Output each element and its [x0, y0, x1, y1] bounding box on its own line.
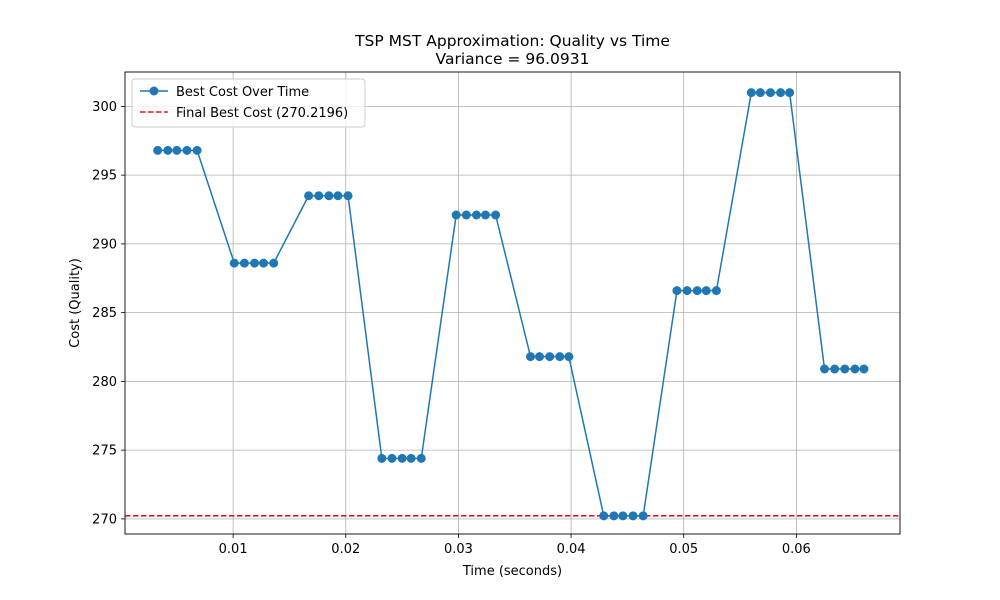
data-point — [545, 352, 555, 362]
data-point — [324, 191, 334, 201]
data-point — [859, 364, 869, 374]
data-point — [491, 210, 501, 220]
data-point — [192, 145, 202, 155]
y-tick-label: 280 — [92, 375, 117, 390]
y-axis-ticks: 270 275 280 285 290 295 300 — [92, 100, 125, 527]
y-tick-label: 285 — [92, 306, 117, 321]
data-point — [269, 258, 279, 268]
data-point — [682, 286, 692, 296]
x-tick-label: 0.03 — [444, 542, 473, 557]
data-point — [480, 210, 490, 220]
data-point — [599, 511, 609, 521]
chart-subtitle: Variance = 96.0931 — [436, 50, 590, 68]
legend-box — [131, 78, 366, 128]
data-point — [406, 453, 416, 463]
x-tick-label: 0.01 — [219, 542, 248, 557]
data-point — [701, 286, 711, 296]
series-layer — [153, 88, 869, 521]
data-point — [182, 145, 192, 155]
data-point — [692, 286, 702, 296]
plot-frame — [124, 71, 901, 535]
data-point — [163, 145, 173, 155]
data-point — [830, 364, 840, 374]
data-point — [461, 210, 471, 220]
data-point — [250, 258, 260, 268]
data-point — [776, 88, 786, 98]
data-point — [820, 364, 830, 374]
data-point — [172, 145, 182, 155]
data-point — [850, 364, 860, 374]
data-point — [451, 210, 461, 220]
data-point — [229, 258, 239, 268]
x-tick-label: 0.02 — [331, 542, 360, 557]
legend: Best Cost Over Time Final Best Cost (270… — [131, 78, 366, 128]
y-tick-label: 275 — [92, 444, 117, 459]
data-point — [785, 88, 795, 98]
data-point — [746, 88, 756, 98]
data-point — [765, 88, 775, 98]
data-point — [555, 352, 565, 362]
data-point — [526, 352, 536, 362]
data-point — [618, 511, 628, 521]
data-point — [609, 511, 619, 521]
data-point — [343, 191, 353, 201]
y-tick-label: 300 — [92, 100, 117, 115]
data-point — [672, 286, 682, 296]
data-point — [564, 352, 574, 362]
data-point — [153, 145, 163, 155]
data-point — [638, 511, 648, 521]
y-tick-label: 290 — [92, 237, 117, 252]
data-point — [840, 364, 850, 374]
grid-lines — [125, 72, 900, 534]
y-tick-label: 270 — [92, 512, 117, 527]
x-tick-label: 0.06 — [782, 542, 811, 557]
legend-marker-best-cost — [149, 86, 159, 96]
legend-label-final-best: Final Best Cost (270.2196) — [176, 106, 348, 121]
data-point — [304, 191, 314, 201]
data-point — [416, 453, 426, 463]
y-tick-label: 295 — [92, 169, 117, 184]
data-point — [755, 88, 765, 98]
data-point — [535, 352, 545, 362]
data-point — [239, 258, 249, 268]
data-point — [333, 191, 343, 201]
data-point — [259, 258, 269, 268]
x-axis-ticks: 0.01 0.02 0.03 0.04 0.05 0.06 — [219, 534, 811, 557]
x-axis-label: Time (seconds) — [462, 564, 562, 579]
y-axis-label: Cost (Quality) — [68, 258, 83, 348]
data-point — [377, 453, 387, 463]
data-point — [628, 511, 638, 521]
data-point — [397, 453, 407, 463]
x-tick-label: 0.04 — [557, 542, 586, 557]
legend-label-best-cost: Best Cost Over Time — [176, 85, 309, 100]
data-point — [711, 286, 721, 296]
chart-title: TSP MST Approximation: Quality vs Time — [354, 32, 670, 50]
data-point — [387, 453, 397, 463]
x-tick-label: 0.05 — [669, 542, 698, 557]
data-point — [314, 191, 324, 201]
data-point — [471, 210, 481, 220]
